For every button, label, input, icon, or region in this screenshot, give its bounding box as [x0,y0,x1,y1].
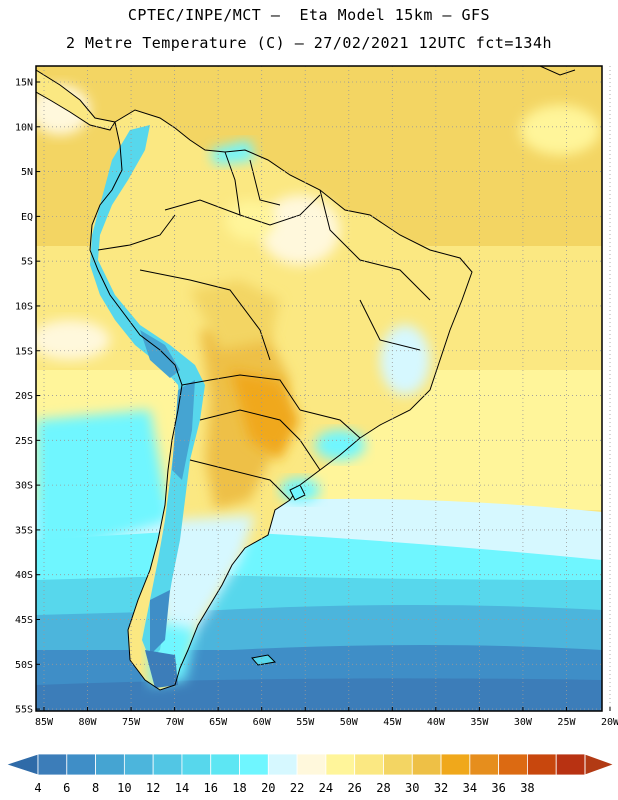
colorbar-segment [66,753,96,776]
lat-label: 40S [15,570,33,581]
colorbar-segment [325,753,356,776]
lat-label: 50S [15,660,33,671]
longitude-labels: 85W 80W 75W 70W 65W 60W 55W 50W 45W 40W 35W 30W 25W 2… [35,707,618,728]
lat-label: EQ [21,212,33,223]
title-line-1: CPTEC/INPE/MCT – Eta Model 15km – GFS [127,6,491,24]
colorbar-tick-label: 16 [204,781,218,795]
temperature-colorbar: 4 6 8 10 12 14 16 18 20 22 24 26 28 30 32 34 36 38 [4,753,616,795]
lon-label: 35W [470,717,489,728]
colorbar-segment [498,753,528,776]
colorbar-tick-label: 24 [319,781,333,795]
colorbar-tick-label: 36 [491,781,505,795]
colorbar-segment [354,753,384,776]
colorbar-tick-label: 10 [117,781,131,795]
colorbar-tick-label: 34 [463,781,477,795]
colorbar-segment [411,753,442,776]
colorbar-segment [181,753,212,776]
colorbar-segment [440,753,471,776]
colorbar-segment [267,753,298,776]
colorbar-under-arrow [4,753,39,776]
lon-label: 60W [253,717,272,728]
colorbar-tick-label: 22 [290,781,304,795]
colorbar-segment [555,753,586,776]
lon-label: 70W [166,717,185,728]
lon-label: 30W [514,717,533,728]
lon-label: 85W [35,717,54,728]
colorbar-segment [296,753,327,776]
colorbar-tick-label: 28 [376,781,390,795]
title-line-2: 2 Metre Temperature (C) – 27/02/2021 12U… [65,34,553,52]
lon-label: 50W [340,717,359,728]
colorbar-tick-label: 18 [232,781,246,795]
colorbar-segment [95,753,125,776]
lon-label: 20W [601,717,618,728]
lon-label: 75W [122,717,141,728]
lon-label: 40W [427,717,446,728]
temperature-map: 15N 10N 5N EQ 5S 10S 15S 20S 25S 30S 35S 40S 45S 50S 5… [15,65,618,728]
colorbar-tick-label: 6 [63,781,70,795]
colorbar-tick-label: 30 [405,781,419,795]
lat-label: 45S [15,615,33,626]
lat-label: 15S [15,346,33,357]
lon-label: 65W [209,717,228,728]
lat-label: 25S [15,436,33,447]
lat-label: 55S [15,705,33,716]
colorbar-tick-label: 20 [261,781,275,795]
latitude-labels: 15N 10N 5N EQ 5S 10S 15S 20S 25S 30S 35S 40S 45S 50S 5… [15,78,40,716]
country-borders [89,109,473,691]
lat-label: 5N [21,167,33,178]
lat-label: 10N [15,122,33,133]
colorbar-segment [152,753,183,776]
lat-label: 20S [15,391,33,402]
colorbar-over-arrow [584,753,616,776]
temperature-field [36,66,602,711]
andes-cold-band [90,125,205,660]
colorbar-tick-label: 12 [146,781,160,795]
lon-label: 25W [557,717,576,728]
colorbar-tick-label: 32 [434,781,448,795]
colorbar-tick-label: 14 [175,781,189,795]
colorbar-segment [37,753,68,776]
colorbar-segment [210,753,240,776]
colorbar-tick-label: 8 [92,781,99,795]
lat-label: 5S [21,257,33,268]
map-frame [35,65,603,712]
colorbar-segment [469,753,500,776]
colorbar-segment [239,753,269,776]
colorbar-segment [383,753,413,776]
colorbar-tick-label: 4 [34,781,41,795]
lat-label: 10S [15,301,33,312]
colorbar-segment [123,753,154,776]
lat-label: 35S [15,525,33,536]
lon-label: 55W [296,717,315,728]
colorbar-tick-label: 38 [520,781,534,795]
colorbar-tick-label: 26 [347,781,361,795]
lon-label: 45W [383,717,402,728]
colorbar-segment [527,753,557,776]
lon-label: 80W [79,717,98,728]
lat-label: 30S [15,481,33,492]
lat-label: 15N [15,78,33,89]
